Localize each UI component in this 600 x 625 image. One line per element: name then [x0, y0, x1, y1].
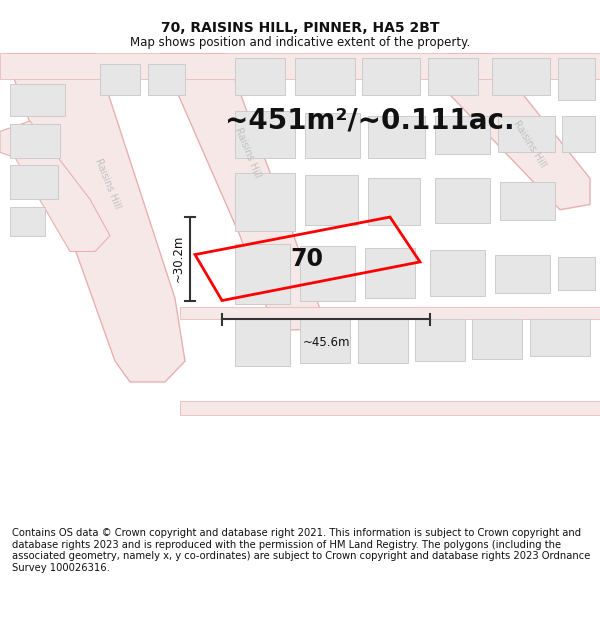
Polygon shape: [365, 248, 415, 299]
Text: Raisins Hill: Raisins Hill: [94, 157, 122, 210]
Text: ~30.2m: ~30.2m: [172, 235, 185, 282]
Text: Raisins Hill: Raisins Hill: [233, 126, 263, 179]
Text: Map shows position and indicative extent of the property.: Map shows position and indicative extent…: [130, 36, 470, 49]
Polygon shape: [300, 246, 355, 301]
Polygon shape: [10, 84, 65, 116]
Polygon shape: [5, 53, 185, 382]
Polygon shape: [148, 64, 185, 95]
Polygon shape: [10, 124, 60, 158]
Polygon shape: [492, 58, 550, 95]
Polygon shape: [368, 178, 420, 226]
Polygon shape: [100, 64, 140, 95]
Polygon shape: [160, 53, 320, 330]
Polygon shape: [430, 251, 485, 296]
Polygon shape: [368, 116, 425, 158]
Polygon shape: [428, 58, 478, 95]
Polygon shape: [300, 319, 350, 363]
Polygon shape: [10, 207, 45, 236]
Polygon shape: [180, 401, 600, 416]
Polygon shape: [558, 257, 595, 290]
Polygon shape: [305, 112, 360, 158]
Polygon shape: [420, 53, 590, 210]
Polygon shape: [180, 307, 600, 319]
Text: Raisins Hill: Raisins Hill: [512, 119, 548, 169]
Polygon shape: [562, 116, 595, 152]
Polygon shape: [10, 165, 58, 199]
Polygon shape: [472, 319, 522, 359]
Polygon shape: [435, 178, 490, 223]
Polygon shape: [235, 111, 295, 158]
Polygon shape: [235, 173, 295, 231]
Text: ~45.6m: ~45.6m: [302, 336, 350, 349]
Polygon shape: [500, 181, 555, 220]
Polygon shape: [498, 116, 555, 152]
Polygon shape: [235, 58, 285, 95]
Text: 70, RAISINS HILL, PINNER, HA5 2BT: 70, RAISINS HILL, PINNER, HA5 2BT: [161, 21, 439, 35]
Polygon shape: [0, 121, 110, 251]
Polygon shape: [0, 53, 600, 79]
Text: 70: 70: [290, 247, 323, 271]
Polygon shape: [495, 254, 550, 293]
Polygon shape: [235, 319, 290, 366]
Text: ~451m²/~0.111ac.: ~451m²/~0.111ac.: [225, 107, 515, 135]
Polygon shape: [362, 58, 420, 95]
Text: Contains OS data © Crown copyright and database right 2021. This information is : Contains OS data © Crown copyright and d…: [12, 528, 590, 573]
Polygon shape: [435, 116, 490, 154]
Polygon shape: [235, 244, 290, 304]
Polygon shape: [295, 58, 355, 95]
Polygon shape: [558, 58, 595, 100]
Polygon shape: [305, 175, 358, 226]
Polygon shape: [530, 319, 590, 356]
Polygon shape: [415, 319, 465, 361]
Polygon shape: [358, 319, 408, 363]
